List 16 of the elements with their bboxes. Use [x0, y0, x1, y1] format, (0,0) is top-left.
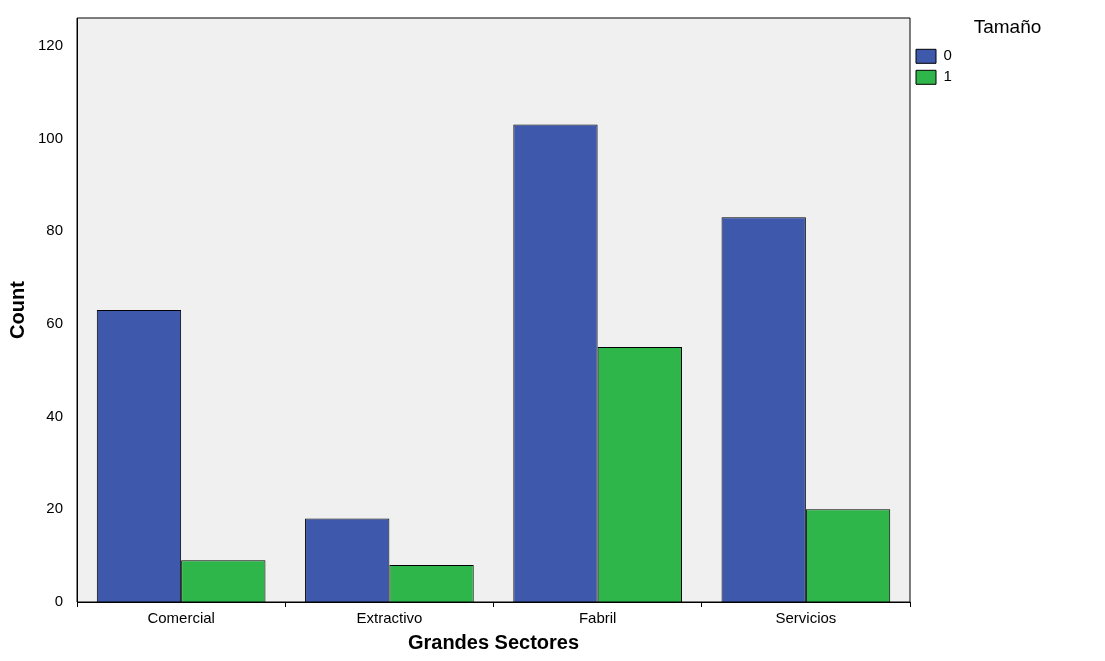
y-tick-label: 80 — [46, 221, 64, 239]
y-tick-label: 120 — [38, 35, 64, 53]
x-tick-label: Comercial — [147, 609, 215, 627]
legend-label: 1 — [943, 67, 952, 85]
x-tick-label: Servicios — [775, 609, 837, 627]
y-tick-label: 20 — [46, 499, 64, 517]
x-tick-label: Extractivo — [356, 609, 423, 627]
y-tick-label: 0 — [54, 592, 64, 610]
x-axis-title: Grandes Sectores — [407, 630, 580, 653]
legend-label: 0 — [943, 46, 952, 64]
legend-title: Tamaño — [973, 15, 1042, 37]
y-axis-title: Count — [5, 280, 28, 339]
y-tick-label: 60 — [46, 314, 64, 332]
x-tick-label: Fabril — [578, 609, 617, 627]
y-tick-label: 100 — [38, 128, 64, 146]
y-tick-label: 40 — [46, 406, 64, 424]
